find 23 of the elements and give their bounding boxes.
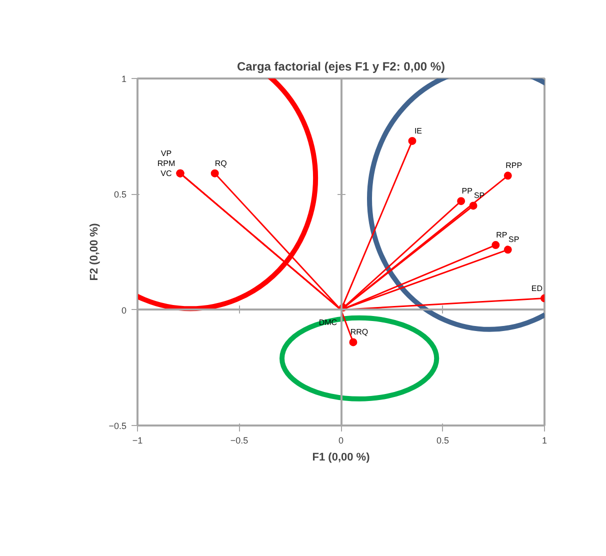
x-tick-label: 1 [542,436,548,446]
x-tick-label: 0.5 [436,436,450,446]
x-tick-label: −1 [132,436,143,446]
annotation: SP [508,235,520,244]
y-tick-label: 0.5 [114,190,127,200]
annotation: PP [462,186,472,196]
annotation: ED [531,284,543,293]
annotation: RRQ [350,328,368,337]
x-tick-label: 0 [338,436,344,446]
annotation: RP [496,230,508,240]
annotation: RQ [214,158,227,168]
y-tick-label: 0 [121,305,127,316]
x-tick-label: −0.5 [230,436,248,446]
chart-title: Carga factorial (ejes F1 y F2: 0,00 %) [236,60,446,74]
x-axis-title: F1 (0,00 %) [312,452,370,464]
y-tick-label: 1 [121,74,127,84]
annotation: IE [414,126,422,136]
y-tick-label: −0.5 [108,421,127,431]
annotation: VC [160,168,172,178]
annotation: RPP [506,161,522,170]
annotation: RPM [157,158,176,168]
annotation: VP [160,148,172,158]
y-axis-title: F2 (0,00 %) [88,222,101,281]
